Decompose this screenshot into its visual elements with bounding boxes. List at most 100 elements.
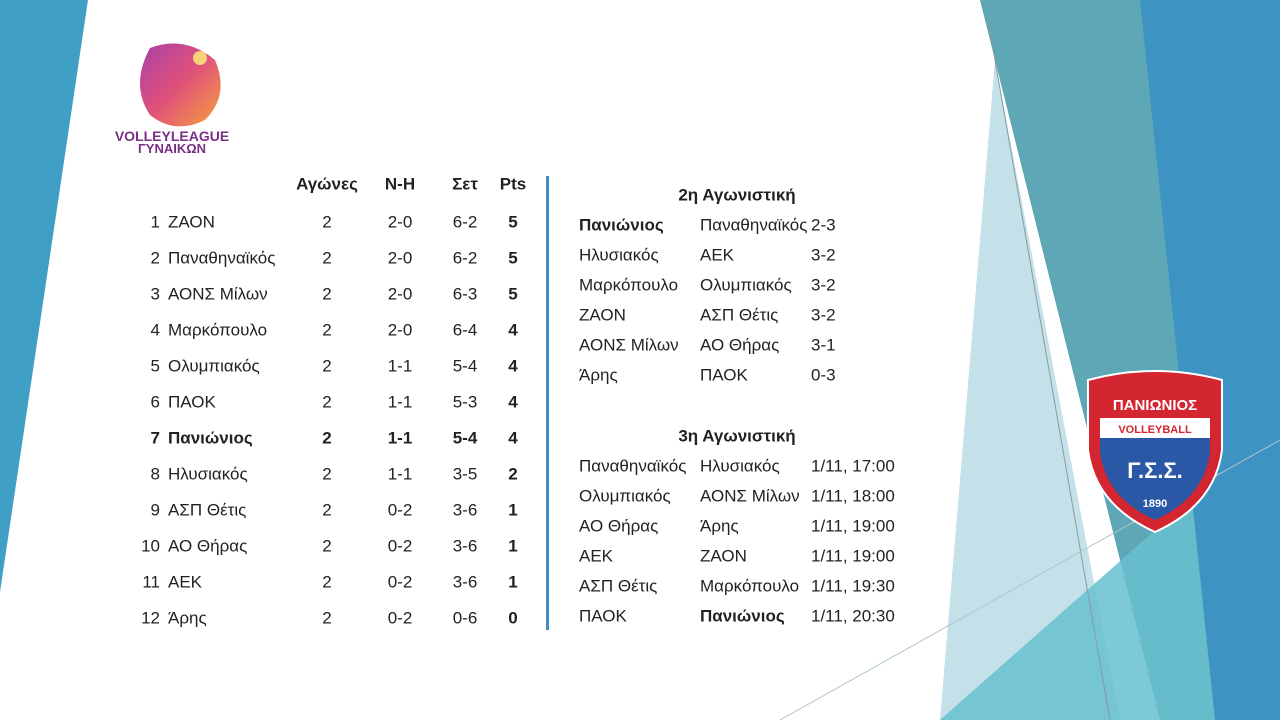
fixture-cell: ΑΟΝΣ Μίλων bbox=[700, 486, 800, 506]
fixture-cell: Ηλυσιακός bbox=[579, 245, 659, 265]
standings-cell: 3 bbox=[150, 284, 160, 304]
standings-cell: Μαρκόπουλο bbox=[168, 320, 268, 340]
standings-cell: 2 bbox=[508, 464, 518, 484]
standings-cell: 0-2 bbox=[387, 536, 413, 556]
standings-cell: 0-2 bbox=[387, 572, 413, 592]
logo-text: VOLLEYLEAGUE bbox=[115, 128, 229, 144]
fixture-cell: ΠΑΟΚ bbox=[700, 365, 748, 385]
badge-initials: Γ.Σ.Σ. bbox=[1127, 458, 1183, 483]
fixture-cell: Άρης bbox=[700, 516, 739, 536]
column-header: Pts bbox=[499, 174, 527, 194]
standings-cell: 2 bbox=[322, 500, 332, 520]
right-decoration bbox=[1140, 0, 1280, 720]
fixture-cell: ΑΟΝΣ Μίλων bbox=[579, 335, 679, 355]
standings-cell: 0-6 bbox=[452, 608, 478, 628]
column-header: Αγώνες bbox=[296, 174, 358, 194]
fixture-cell: ΑΟ Θήρας bbox=[700, 335, 780, 355]
column-header: Σετ bbox=[452, 174, 478, 194]
standings-cell: 0-2 bbox=[387, 608, 413, 628]
fixture-cell: Πανιώνιος bbox=[700, 606, 785, 626]
standings-cell: ΑΣΠ Θέτις bbox=[168, 500, 247, 520]
standings-cell: 4 bbox=[508, 320, 518, 340]
logo-ball bbox=[193, 51, 207, 65]
standings-cell: Άρης bbox=[168, 608, 207, 628]
standings-cell: 2 bbox=[322, 464, 332, 484]
standings-cell: Ολυμπιακός bbox=[168, 356, 260, 376]
fixture-cell: 3-1 bbox=[811, 335, 836, 355]
badge-field bbox=[1100, 420, 1210, 520]
standings-cell: 4 bbox=[508, 428, 518, 448]
standings-cell: 2 bbox=[322, 284, 332, 304]
fixture-cell: 3-2 bbox=[811, 245, 836, 265]
standings-cell: 2 bbox=[322, 248, 332, 268]
standings-cell: 1-1 bbox=[387, 464, 413, 484]
fixture-cell: ΑΟ Θήρας bbox=[579, 516, 659, 536]
standings-cell: 1 bbox=[508, 500, 518, 520]
standings-cell: ΑΟ Θήρας bbox=[168, 536, 248, 556]
standings-cell: 2-0 bbox=[387, 284, 413, 304]
left-decoration bbox=[0, 0, 88, 592]
standings-cell: 4 bbox=[508, 392, 518, 412]
fixture-cell: 1/11, 19:30 bbox=[811, 576, 895, 596]
standings-cell: ΑΟΝΣ Μίλων bbox=[168, 284, 268, 304]
standings-cell: 6-2 bbox=[452, 212, 478, 232]
standings-cell: 2 bbox=[322, 572, 332, 592]
standings-cell: 2 bbox=[322, 392, 332, 412]
standings-cell: 6-3 bbox=[452, 284, 478, 304]
standings-cell: 2 bbox=[322, 428, 332, 448]
standings-cell: 1 bbox=[508, 572, 518, 592]
standings-cell: 1-1 bbox=[387, 356, 413, 376]
fixture-cell: 3-2 bbox=[811, 305, 836, 325]
standings-cell: 6 bbox=[150, 392, 160, 412]
logo-text: ΓΥΝΑΙΚΩΝ bbox=[138, 141, 206, 156]
round-title: 2η Αγωνιστική bbox=[678, 185, 796, 205]
standings-cell: 4 bbox=[150, 320, 160, 340]
fixture-cell: Πανιώνιος bbox=[579, 215, 664, 235]
decor-line bbox=[987, 19, 1111, 720]
standings-cell: 11 bbox=[142, 572, 160, 592]
standings-cell: ΠΑΟΚ bbox=[168, 392, 216, 412]
standings-cell: 5 bbox=[508, 284, 518, 304]
standings-cell: 3-6 bbox=[452, 500, 478, 520]
badge-year: 1890 bbox=[1143, 498, 1167, 510]
standings-cell: 12 bbox=[141, 608, 160, 628]
fixture-cell: ΑΣΠ Θέτις bbox=[700, 305, 779, 325]
standings-cell: 0-2 bbox=[387, 500, 413, 520]
standings-cell: 6-4 bbox=[452, 320, 478, 340]
fixture-cell: Παναθηναϊκός bbox=[579, 456, 687, 476]
fixture-cell: 1/11, 19:00 bbox=[811, 516, 895, 536]
standings-cell: 2 bbox=[150, 248, 160, 268]
fixture-cell: 0-3 bbox=[811, 365, 836, 385]
badge-band bbox=[1100, 418, 1210, 438]
standings-cell: 10 bbox=[141, 536, 160, 556]
standings-cell: 2 bbox=[322, 608, 332, 628]
standings-cell: ΑΕΚ bbox=[168, 572, 203, 592]
standings-cell: 3-6 bbox=[452, 536, 478, 556]
standings-cell: 2-0 bbox=[387, 212, 413, 232]
fixture-cell: ΑΣΠ Θέτις bbox=[579, 576, 658, 596]
standings-cell: 5-4 bbox=[452, 428, 478, 448]
standings-cell: Παναθηναϊκός bbox=[168, 248, 276, 268]
standings-cell: 9 bbox=[150, 500, 160, 520]
standings-cell: 1-1 bbox=[387, 428, 413, 448]
standings-cell: 2 bbox=[322, 536, 332, 556]
standings-cell: 0 bbox=[508, 608, 518, 628]
fixture-cell: 2-3 bbox=[811, 215, 836, 235]
fixture-cell: ΖΑΟΝ bbox=[700, 546, 747, 566]
standings-cell: 1 bbox=[508, 536, 518, 556]
standings-cell: 2-0 bbox=[387, 320, 413, 340]
fixture-cell: 1/11, 17:00 bbox=[811, 456, 895, 476]
fixture-cell: ΠΑΟΚ bbox=[579, 606, 627, 626]
standings-cell: 8 bbox=[150, 464, 160, 484]
fixture-cell: Μαρκόπουλο bbox=[579, 275, 679, 295]
standings-cell: 3-6 bbox=[452, 572, 478, 592]
standings-cell: 2 bbox=[322, 212, 332, 232]
badge-sport: VOLLEYBALL bbox=[1118, 424, 1192, 436]
standings-cell: 5-4 bbox=[452, 356, 478, 376]
fixture-cell: ΑΕΚ bbox=[700, 245, 735, 265]
logo-emblem bbox=[140, 43, 221, 127]
standings-cell: 6-2 bbox=[452, 248, 478, 268]
standings-cell: 3-5 bbox=[452, 464, 478, 484]
